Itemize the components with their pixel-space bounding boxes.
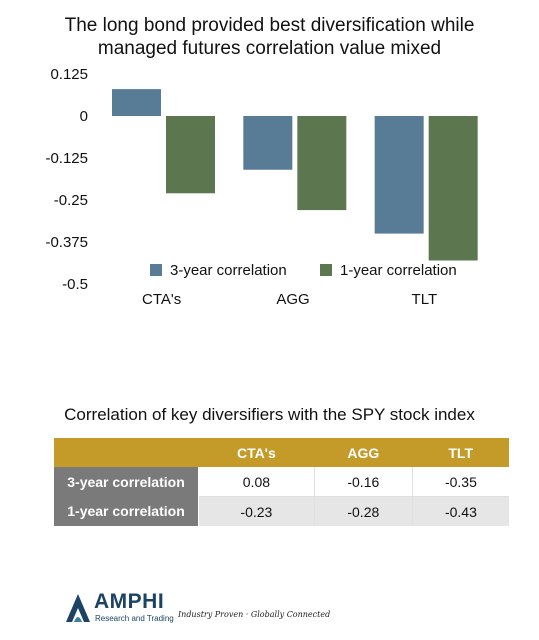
cell-3y-ctas: 0.08 <box>198 467 315 497</box>
table-header-tlt: TLT <box>412 438 509 467</box>
y-tick-label: 0 <box>80 108 88 125</box>
x-category-label: TLT <box>412 291 438 308</box>
logo-name: AMPHI <box>94 590 165 613</box>
table-header-agg: AGG <box>314 438 413 467</box>
x-category-label: AGG <box>276 291 309 308</box>
legend-label-0: 3-year correlation <box>170 262 287 279</box>
cell-3y-tlt: -0.35 <box>411 467 509 497</box>
cell-1y-agg: -0.28 <box>313 496 413 526</box>
cell-1y-ctas: -0.23 <box>198 496 315 526</box>
chart-title-line-1: The long bond provided best diversificat… <box>64 15 475 36</box>
chart-title: The long bond provided best diversificat… <box>0 14 539 60</box>
legend-swatch-0 <box>150 264 162 276</box>
cell-1y-tlt: -0.43 <box>411 496 509 526</box>
x-category-label: CTA's <box>142 291 181 308</box>
amphi-triangle-logo-icon <box>66 594 90 622</box>
bar-1-year-1 <box>297 116 347 211</box>
y-tick-label: -0.125 <box>45 150 88 167</box>
cell-3y-agg: -0.16 <box>313 467 413 497</box>
bar-1-year-2 <box>428 116 478 261</box>
table-row: 1-year correlation -0.23 -0.28 -0.43 <box>54 496 509 526</box>
legend-label-1: 1-year correlation <box>340 262 457 279</box>
table-header-empty <box>54 438 199 467</box>
tagline: Industry Proven · Globally Connected <box>178 610 331 619</box>
table-row: 3-year correlation 0.08 -0.16 -0.35 <box>54 467 509 497</box>
logo-subtitle: Research and Trading <box>95 614 174 623</box>
bar-3-year-2 <box>374 116 424 234</box>
table-title: Correlation of key diversifiers with the… <box>64 405 475 424</box>
table-header-row: CTA's AGG TLT <box>54 438 509 467</box>
bar-3-year-0 <box>112 89 161 116</box>
y-tick-label: -0.25 <box>54 192 88 209</box>
row-label-3-year: 3-year correlation <box>54 467 199 497</box>
bar-1-year-0 <box>166 116 215 194</box>
correlation-table: CTA's AGG TLT 3-year correlation 0.08 -0… <box>54 438 509 526</box>
row-label-1-year: 1-year correlation <box>54 496 199 526</box>
bar-3-year-1 <box>243 116 293 170</box>
y-tick-label: -0.5 <box>62 276 88 293</box>
y-tick-label: 0.125 <box>50 66 88 83</box>
table-header-ctas: CTA's <box>198 438 315 467</box>
bar-chart: 0.125 0 -0.125 -0.25 -0.375 -0.5 CTA's AGG TLT 3-… <box>45 66 478 308</box>
y-tick-label: -0.375 <box>45 234 88 251</box>
chart-title-line-2: managed futures correlation value mixed <box>97 38 442 59</box>
legend-swatch-1 <box>320 264 332 276</box>
